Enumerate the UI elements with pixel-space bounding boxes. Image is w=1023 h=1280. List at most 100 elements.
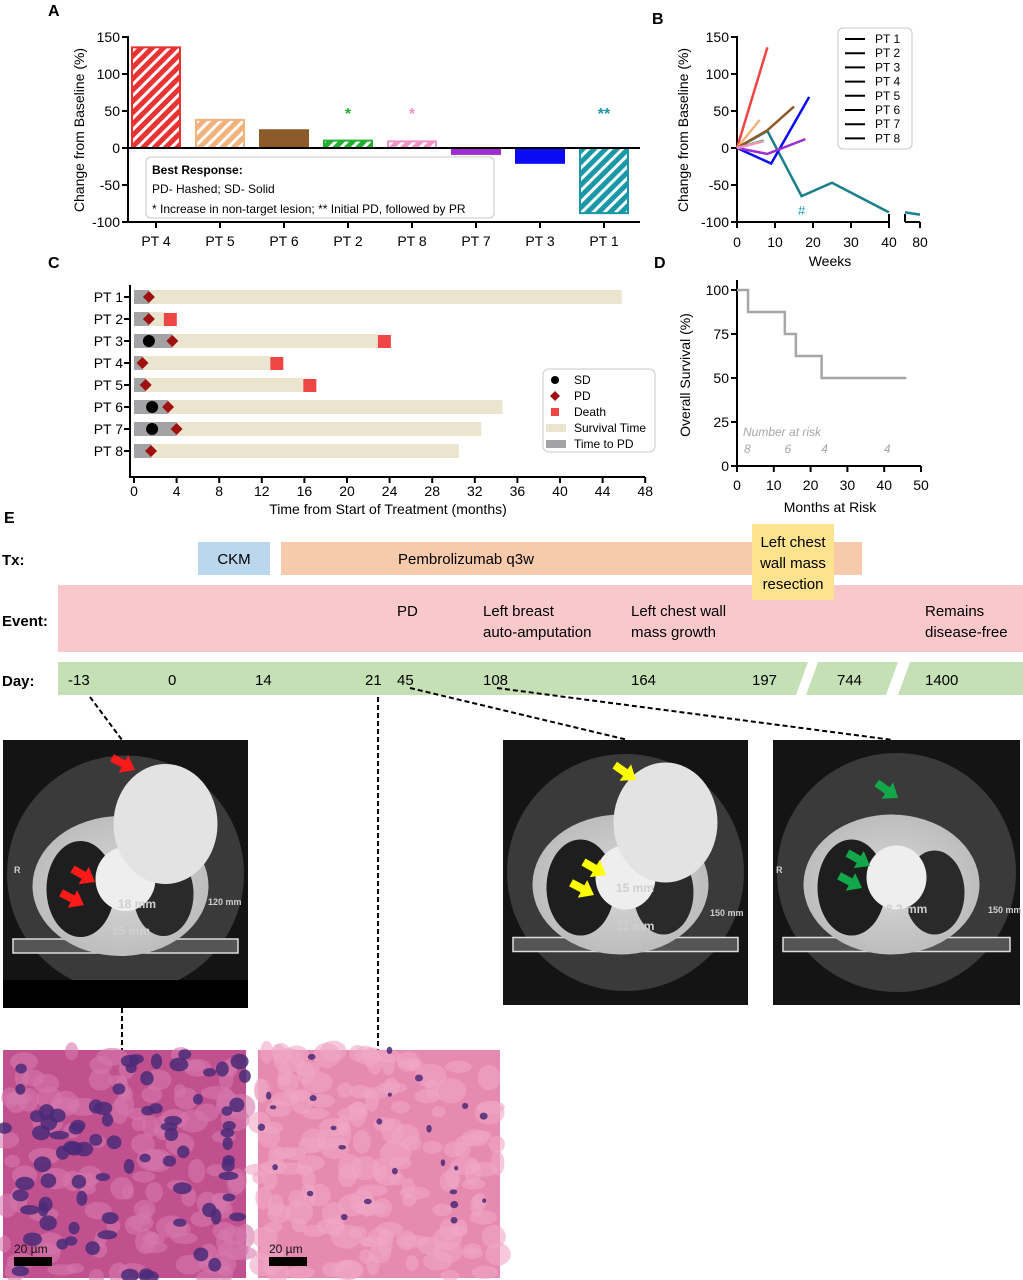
histology-cytoplasm [361, 1087, 389, 1100]
histology-nucleus [39, 1215, 57, 1231]
pd-marker [162, 401, 175, 413]
histology-cytoplasm [290, 1088, 313, 1115]
y-axis-title: Change from Baseline (%) [71, 48, 87, 212]
row-label: PT 6 [94, 399, 124, 415]
histology-cytoplasm [425, 1079, 439, 1098]
histology-cytoplasm [440, 1269, 460, 1280]
histology-nucleus [178, 1049, 192, 1060]
panel-c-legend: SD PD Death Survival Time Time to PD [542, 368, 656, 453]
legend-box [837, 27, 913, 150]
panel-d-survival-curve: 100 75 50 25 00 10 20 30 40 50 Months at Risk Overa… [677, 280, 929, 515]
ct-black-band [3, 980, 248, 1008]
histology-cytoplasm [302, 1108, 330, 1120]
histology-cytoplasm [4, 1154, 21, 1168]
legend-death-icon [551, 408, 559, 416]
sd-marker [142, 335, 155, 347]
histology-nucleus [229, 1097, 245, 1113]
tx-label: resection [763, 576, 824, 593]
legend-label: PT 2 [875, 46, 900, 60]
y-tick-label: 50 [713, 370, 729, 386]
death-marker [303, 379, 317, 392]
histology-nucleus [461, 1102, 469, 1109]
bar-pt4 [131, 46, 181, 149]
ct-measurement-label: 15 mm [112, 924, 150, 938]
pd-marker [170, 423, 183, 435]
scale-bar-label: 20 µm [269, 1242, 303, 1256]
histology-nucleus [173, 1218, 187, 1227]
dashed-connector [409, 687, 629, 741]
row-label: PT 1 [94, 289, 124, 305]
x-tick-label: 48 [637, 483, 653, 499]
legend-label: PT 3 [875, 60, 900, 74]
histology-cytoplasm [415, 1063, 447, 1088]
histology-nucleus [330, 1125, 337, 1131]
histology-nucleus [479, 1112, 488, 1120]
legend-label: PT 7 [875, 117, 900, 131]
legend-line: * Increase in non-target lesion; ** Init… [152, 202, 466, 216]
histology-cytoplasm [138, 1204, 152, 1226]
histology-nucleus [440, 1159, 446, 1167]
x-tick-label: 0 [733, 477, 741, 493]
histology-nucleus [426, 1124, 432, 1133]
histology-cytoplasm [320, 1040, 347, 1062]
ct-measurement-label: 18 mm [118, 897, 156, 911]
histology-cytoplasm [401, 1193, 417, 1207]
histology-cytoplasm [288, 1190, 307, 1208]
histology-cytoplasm [337, 1082, 353, 1098]
histology-cytoplasm [463, 1243, 482, 1256]
tx-ckm-bar [198, 542, 270, 575]
histology-cytoplasm [217, 1266, 234, 1280]
histology-nucleus [450, 1200, 459, 1209]
connector-lines [89, 687, 894, 1050]
histology-nucleus [449, 1189, 458, 1195]
histology-cytoplasm [307, 1183, 331, 1207]
series-line-pt6 [736, 105, 795, 150]
risk-table-title: Number at risk [743, 425, 822, 439]
annotation-arrow-icon [110, 754, 135, 773]
tx-label: Left chest [760, 534, 826, 551]
survival-bar [134, 378, 304, 392]
histology-cytoplasm [485, 1242, 511, 1266]
x-tick-label: PT 2 [333, 233, 363, 249]
panel-label-d: D [654, 255, 666, 272]
x-tick-label: 28 [424, 483, 440, 499]
histology-nucleus [40, 1114, 58, 1131]
histology-cytoplasm [372, 1198, 393, 1218]
histology-nucleus [387, 1092, 392, 1097]
histology-nucleus [141, 1105, 155, 1116]
day-label: 164 [631, 672, 656, 689]
histology-nucleus [0, 1122, 12, 1134]
legend-label: SD [574, 373, 591, 387]
histology-cytoplasm [389, 1172, 405, 1186]
significance-marker: ** [598, 106, 611, 123]
histology-nucleus [40, 1173, 57, 1189]
series-line-pt3 [736, 96, 811, 166]
tx-label: CKM [217, 551, 250, 568]
legend-label: PD [574, 389, 591, 403]
histology-nucleus [177, 1145, 190, 1159]
row-label: PT 7 [94, 421, 124, 437]
histology-cytoplasm [373, 1049, 402, 1064]
histology-nucleus [376, 1118, 383, 1125]
y-tick-label: 100 [706, 282, 730, 298]
histology-nucleus [193, 1247, 209, 1262]
histology-cytoplasm [141, 1086, 163, 1104]
histology-nucleus [160, 1122, 178, 1132]
y-tick-label: -100 [701, 214, 729, 230]
y-axis-title: Change from Baseline (%) [675, 48, 691, 212]
histology-nucleus [306, 1190, 314, 1197]
tx-label: wall mass [759, 555, 826, 572]
death-marker [270, 357, 284, 370]
histology-cytoplasm [247, 1111, 271, 1134]
legend-label: Death [574, 405, 606, 419]
histology-nucleus [307, 1053, 316, 1060]
histology-nucleus [74, 1141, 94, 1157]
histology-cytoplasm [381, 1118, 405, 1144]
histology-cytoplasm [350, 1156, 380, 1181]
ct-measurement-label: 150 mm [988, 905, 1022, 915]
day-label: 21 [365, 672, 382, 689]
histology-cytoplasm [285, 1266, 315, 1279]
histology-cytoplasm [4, 1091, 33, 1105]
risk-count: 8 [744, 442, 751, 456]
x-tick-label: 8 [215, 483, 223, 499]
